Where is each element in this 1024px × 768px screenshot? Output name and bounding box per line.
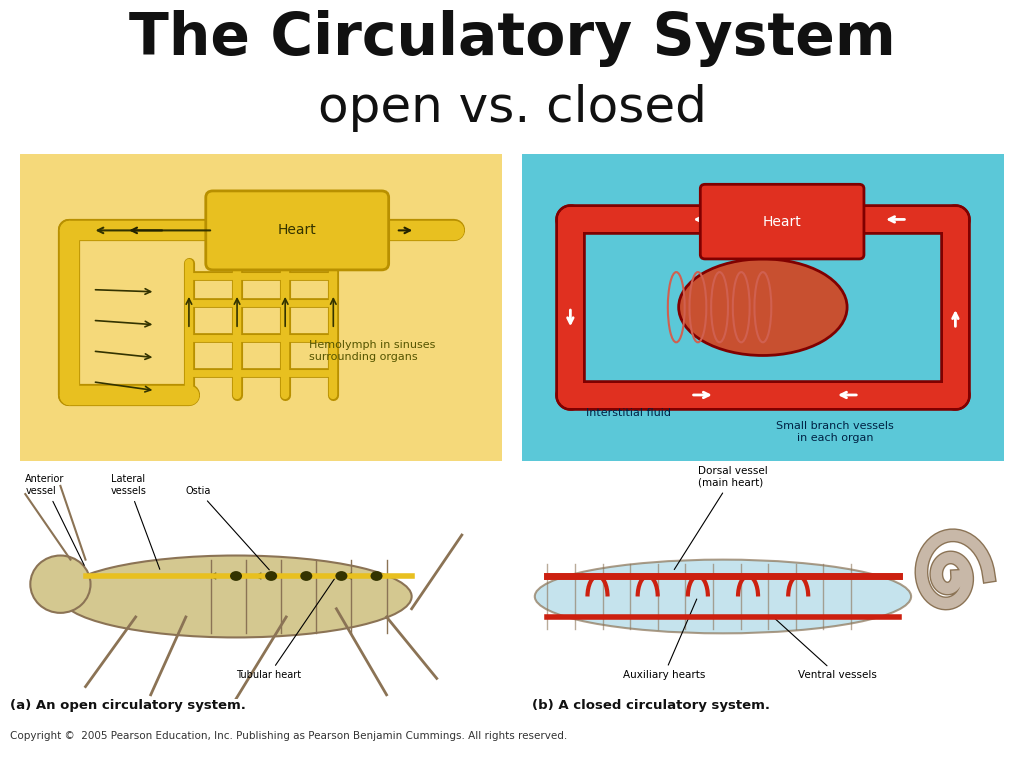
Circle shape xyxy=(300,571,312,581)
Ellipse shape xyxy=(679,259,847,356)
Text: Ventral vessels: Ventral vessels xyxy=(775,619,878,680)
Text: Heart: Heart xyxy=(278,223,316,237)
Text: Auxiliary hearts: Auxiliary hearts xyxy=(623,599,705,680)
Circle shape xyxy=(230,571,242,581)
Text: Anterior
vessel: Anterior vessel xyxy=(26,475,84,565)
Text: Interstitial fluid: Interstitial fluid xyxy=(586,408,671,418)
FancyBboxPatch shape xyxy=(700,184,864,259)
Ellipse shape xyxy=(60,555,412,637)
Text: open vs. closed: open vs. closed xyxy=(317,84,707,132)
Text: Tubular heart: Tubular heart xyxy=(236,578,335,680)
Text: (b) A closed circulatory system.: (b) A closed circulatory system. xyxy=(532,699,770,711)
Text: The Circulatory System: The Circulatory System xyxy=(129,10,895,68)
Ellipse shape xyxy=(535,560,911,634)
Circle shape xyxy=(336,571,347,581)
Text: Hemolymph in sinuses
surrounding organs: Hemolymph in sinuses surrounding organs xyxy=(309,340,435,362)
Text: Dorsal vessel
(main heart): Dorsal vessel (main heart) xyxy=(674,466,768,570)
Text: Heart: Heart xyxy=(763,214,802,229)
Ellipse shape xyxy=(31,555,90,613)
Text: Ostia: Ostia xyxy=(186,486,269,570)
Circle shape xyxy=(371,571,383,581)
Text: Small branch vessels
in each organ: Small branch vessels in each organ xyxy=(776,422,894,443)
Circle shape xyxy=(265,571,278,581)
FancyBboxPatch shape xyxy=(206,191,389,270)
Text: Copyright ©  2005 Pearson Education, Inc. Publishing as Pearson Benjamin Cumming: Copyright © 2005 Pearson Education, Inc.… xyxy=(10,731,567,741)
Text: (a) An open circulatory system.: (a) An open circulatory system. xyxy=(10,699,246,711)
Text: Lateral
vessels: Lateral vessels xyxy=(111,475,160,569)
